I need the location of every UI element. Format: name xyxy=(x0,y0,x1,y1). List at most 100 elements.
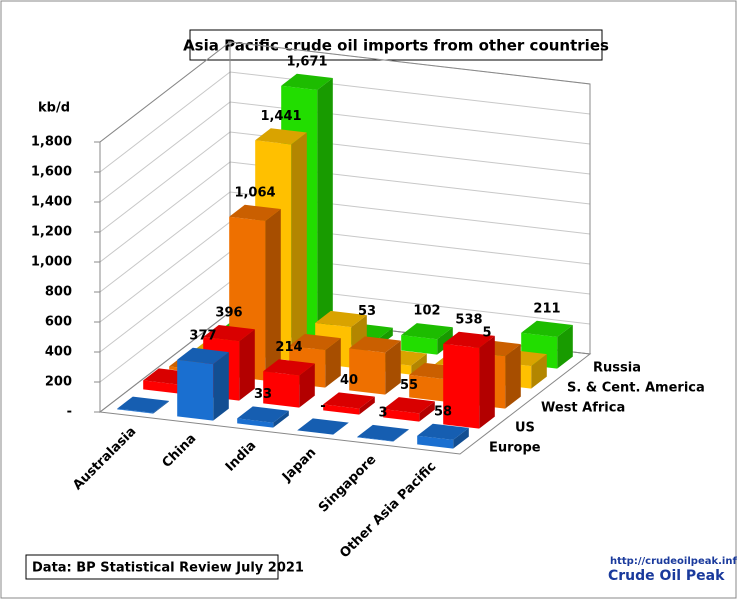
bar-front xyxy=(237,418,274,428)
value-label: 102 xyxy=(413,304,440,319)
bar xyxy=(443,331,495,429)
source: Data: BP Statistical Review July 2021 xyxy=(32,561,304,576)
bar xyxy=(263,359,315,408)
bar-side xyxy=(479,335,495,429)
bar-side xyxy=(153,400,169,414)
bar-top xyxy=(323,392,375,409)
y-tick-label: 1,200 xyxy=(31,225,72,240)
value-label: 3 xyxy=(378,406,387,421)
bar-top xyxy=(229,204,281,221)
bar-side xyxy=(531,354,547,389)
bar-side xyxy=(411,353,427,375)
bar xyxy=(297,418,349,435)
bar-front xyxy=(417,435,454,449)
value-label: 1,671 xyxy=(286,54,327,69)
bar-top xyxy=(315,310,367,328)
value-label: 211 xyxy=(533,301,560,316)
legend-label: US xyxy=(515,421,535,436)
bar-top xyxy=(281,73,333,90)
value-label: 55 xyxy=(400,378,418,393)
bar-side xyxy=(453,427,469,449)
value-label: 1,441 xyxy=(260,109,301,124)
value-label: 1,064 xyxy=(234,185,275,200)
bar xyxy=(417,423,469,449)
value-label: 396 xyxy=(215,306,242,321)
value-label: 377 xyxy=(189,328,216,343)
bar-front xyxy=(323,404,360,415)
bar-side xyxy=(419,401,435,422)
value-label: 5 xyxy=(482,325,491,340)
value-label: 538 xyxy=(455,312,482,327)
bar-front xyxy=(117,408,154,414)
y-tick-label: 600 xyxy=(45,315,72,330)
bar-front xyxy=(383,409,420,422)
bar-side xyxy=(273,410,289,428)
bar-top xyxy=(289,333,341,351)
value-label: 40 xyxy=(340,373,358,388)
bar-side xyxy=(317,78,333,341)
value-label: 53 xyxy=(358,304,376,319)
bar-side xyxy=(393,429,409,442)
bar-front xyxy=(401,335,438,355)
bar-top xyxy=(349,336,401,353)
y-tick-label: 1,600 xyxy=(31,165,72,180)
bar-top xyxy=(203,325,255,342)
chart-title: Asia Pacific crude oil imports from othe… xyxy=(183,37,609,55)
bar-front xyxy=(443,343,480,429)
bar-side xyxy=(291,132,307,361)
bar-front xyxy=(409,374,446,402)
y-tick-label: 800 xyxy=(45,285,72,300)
bar-side xyxy=(505,344,521,409)
bar-front xyxy=(357,436,394,442)
bar-top xyxy=(263,359,315,376)
bar-front xyxy=(177,359,214,421)
bar-top xyxy=(401,323,453,340)
bar-top xyxy=(357,424,409,442)
bar-top xyxy=(255,128,307,145)
bar-side xyxy=(325,338,341,388)
bar-side xyxy=(437,327,453,355)
bar xyxy=(357,424,409,442)
bar-side xyxy=(265,209,281,381)
bar-side xyxy=(239,329,255,401)
logo-url: http://crudeoilpeak.info xyxy=(610,556,737,567)
bar-top xyxy=(383,397,435,414)
y-tick-label: - xyxy=(67,405,72,420)
source-box xyxy=(25,554,279,580)
bar-top xyxy=(117,396,169,413)
y-tick-label: 1,800 xyxy=(31,135,72,150)
value-label: 33 xyxy=(254,387,272,402)
bar-top xyxy=(237,406,289,423)
y-tick-label: 400 xyxy=(45,345,72,360)
bar-side xyxy=(359,396,375,415)
bar xyxy=(177,347,229,421)
bar xyxy=(237,406,289,428)
bar-front xyxy=(263,371,300,408)
bar xyxy=(323,392,375,415)
bar-front xyxy=(349,348,386,395)
value-label: 214 xyxy=(275,340,302,355)
y-tick-label: 1,000 xyxy=(31,255,72,270)
y-tick-label: 1,400 xyxy=(31,195,72,210)
bar-top xyxy=(443,331,495,348)
bar-top xyxy=(177,347,229,365)
bar-side xyxy=(385,340,401,395)
bar-side xyxy=(213,352,229,421)
bar-top xyxy=(417,423,469,440)
legend-label: Russia xyxy=(593,361,641,376)
floor xyxy=(98,311,592,455)
bar xyxy=(383,397,435,422)
y-tick-label: 200 xyxy=(45,375,72,390)
value-label: 58 xyxy=(434,404,452,419)
bar-top xyxy=(521,320,573,337)
bar xyxy=(401,323,453,355)
bar-front xyxy=(143,380,180,394)
legend-label: S. & Cent. America xyxy=(567,381,705,396)
legend-label: West Africa xyxy=(541,401,625,416)
legend-label: Europe xyxy=(489,441,541,456)
bar-side xyxy=(299,363,315,408)
bar xyxy=(117,396,169,414)
bar-side xyxy=(557,325,573,369)
value-label: - xyxy=(320,399,325,414)
